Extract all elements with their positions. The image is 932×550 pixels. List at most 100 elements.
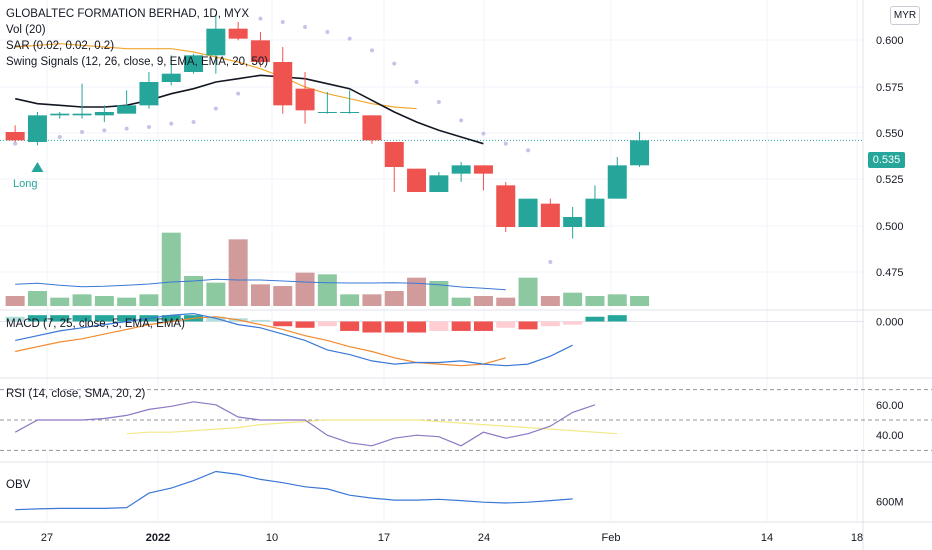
- sar-dot: [303, 25, 308, 29]
- sar-indicator-label[interactable]: SAR (0.02, 0.02, 0.2): [6, 40, 115, 52]
- macd-histogram-bar: [317, 321, 337, 327]
- volume-bar: [161, 232, 181, 306]
- candle-body: [340, 112, 360, 113]
- macd-tick-label: 0.000: [876, 316, 904, 328]
- currency-button[interactable]: MYR: [890, 6, 920, 25]
- sar-dot: [459, 118, 464, 123]
- macd-histogram-bar: [27, 315, 47, 322]
- sar-dot: [280, 20, 285, 24]
- candle-body: [94, 112, 114, 116]
- sar-dot: [124, 126, 129, 131]
- candle-body: [585, 198, 605, 227]
- obv-indicator-label[interactable]: OBV: [6, 479, 31, 491]
- candle-body: [139, 82, 159, 106]
- volume-bar: [228, 239, 248, 306]
- sar-dot: [236, 91, 241, 96]
- date-tick-label: 14: [761, 532, 773, 544]
- rsi-tick-label: 40.00: [876, 430, 904, 442]
- volume-bar: [206, 282, 226, 306]
- date-tick-label: 10: [266, 532, 278, 544]
- sar-dot: [146, 125, 151, 129]
- volume-bar: [473, 296, 493, 306]
- price-tick-label: 0.550: [876, 128, 904, 140]
- date-tick-label: 18: [851, 532, 863, 544]
- sar-dot: [526, 148, 531, 153]
- macd-histogram-bar: [607, 315, 627, 322]
- volume-bar: [72, 294, 92, 306]
- candle-body: [630, 140, 650, 166]
- swing-indicator-label[interactable]: Swing Signals (12, 26, close, 9, EMA, EM…: [6, 56, 269, 68]
- obv-tick-label: 600M: [876, 496, 904, 508]
- sar-dot: [191, 120, 196, 124]
- candle-body: [317, 112, 337, 113]
- candle-body: [228, 28, 248, 39]
- macd-histogram-bar: [362, 321, 382, 333]
- volume-bar: [94, 296, 114, 306]
- price-tick-label: 0.500: [876, 221, 904, 233]
- sar-dot: [369, 48, 374, 53]
- macd-histogram-bar: [429, 321, 449, 331]
- macd-histogram-bar: [585, 316, 605, 322]
- candle-body: [72, 113, 92, 116]
- price-tick-label: 0.575: [876, 82, 904, 94]
- volume-bar: [496, 297, 516, 306]
- candle-body: [295, 88, 315, 111]
- rsi-indicator-label[interactable]: RSI (14, close, SMA, 20, 2): [6, 388, 146, 400]
- sar-dot: [481, 131, 486, 136]
- candle-body: [161, 73, 181, 82]
- date-tick-label: 17: [378, 532, 390, 544]
- volume-ma-line: [15, 278, 506, 291]
- sar-dot: [414, 80, 419, 84]
- volume-bar: [429, 281, 449, 306]
- symbol-title[interactable]: GLOBALTEC FORMATION BERHAD, 1D, MYX: [6, 8, 250, 20]
- candle-body: [473, 165, 493, 174]
- ema-fast-line: [15, 74, 484, 145]
- volume-bar: [273, 286, 293, 306]
- volume-bar: [518, 277, 538, 306]
- volume-bar: [540, 296, 560, 306]
- candle-body: [429, 175, 449, 192]
- date-tick-label: 24: [478, 532, 490, 544]
- current-price-tag: 0.535: [868, 152, 905, 168]
- macd-histogram-bar: [563, 321, 583, 325]
- macd-histogram-bar: [72, 315, 92, 322]
- candle-body: [407, 168, 427, 192]
- volume-bar: [340, 294, 360, 306]
- volume-bar: [27, 291, 47, 306]
- macd-indicator-label[interactable]: MACD (7, 25, close, 5, EMA, EMA): [6, 318, 185, 330]
- volume-bar: [563, 292, 583, 306]
- candle-body: [27, 115, 47, 142]
- sar-dot: [392, 61, 397, 66]
- vol-indicator-label[interactable]: Vol (20): [6, 24, 46, 36]
- sar-dot: [347, 36, 352, 41]
- volume-bar: [184, 276, 204, 306]
- sar-dot: [169, 121, 174, 126]
- macd-histogram-bar: [94, 315, 114, 322]
- candle-body: [518, 198, 538, 227]
- macd-histogram-bar: [117, 315, 137, 322]
- candle-body: [607, 165, 627, 199]
- candle-body: [250, 40, 270, 62]
- volume-bar: [117, 297, 137, 306]
- volume-bar: [250, 284, 270, 306]
- volume-bar: [585, 296, 605, 306]
- candle-body: [451, 165, 471, 174]
- sar-dot: [325, 30, 330, 34]
- sar-dot: [102, 128, 107, 133]
- candle-body: [563, 217, 583, 227]
- date-tick-label: 27: [41, 532, 53, 544]
- candle-body: [540, 203, 560, 227]
- sar-dot: [80, 130, 85, 134]
- sar-dot: [57, 135, 62, 139]
- sar-dot: [503, 141, 508, 146]
- macd-histogram-bar: [161, 315, 181, 322]
- volume-bar: [384, 291, 404, 306]
- macd-histogram-bar: [540, 321, 560, 327]
- macd-histogram-bar: [250, 319, 270, 322]
- sar-dot: [436, 100, 441, 104]
- candle-body: [50, 113, 70, 116]
- candle-body: [117, 105, 137, 114]
- price-tick-label: 0.475: [876, 267, 904, 279]
- date-tick-label: 2022: [146, 532, 170, 544]
